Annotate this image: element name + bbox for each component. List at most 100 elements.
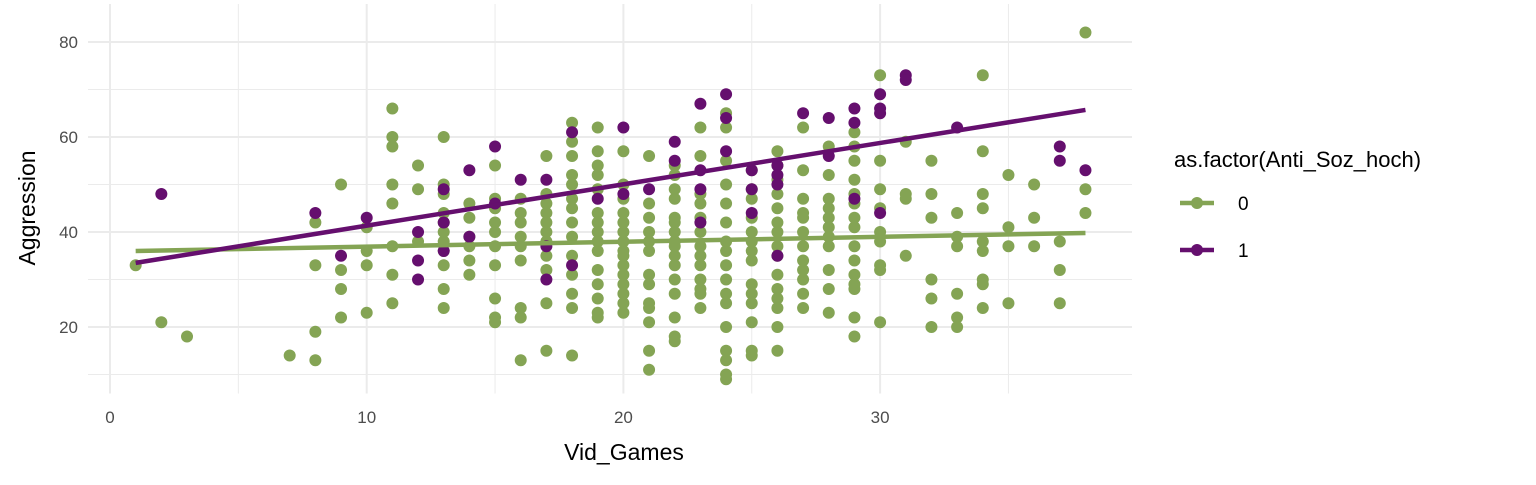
data-point-group-0 <box>848 240 861 253</box>
x-tick-label: 0 <box>105 408 114 427</box>
data-point-group-0 <box>566 230 579 243</box>
data-point-group-1 <box>591 192 604 205</box>
data-point-group-0 <box>797 287 810 300</box>
data-point-group-0 <box>540 264 553 276</box>
data-point-group-0 <box>668 226 681 238</box>
data-point-group-0 <box>617 259 630 272</box>
data-point-group-0 <box>771 216 784 229</box>
data-point-group-0 <box>643 363 656 376</box>
data-point-group-0 <box>437 302 450 314</box>
data-point-group-0 <box>925 273 938 286</box>
data-point-group-0 <box>489 316 502 329</box>
data-point-group-0 <box>771 145 784 158</box>
data-point-group-0 <box>309 216 322 229</box>
data-point-group-0 <box>771 226 784 238</box>
data-point-group-0 <box>668 287 681 300</box>
data-point-group-0 <box>951 311 964 324</box>
data-point-group-1 <box>874 88 887 101</box>
data-point-group-0 <box>694 287 707 300</box>
data-point-group-0 <box>745 254 758 267</box>
data-point-group-1 <box>360 211 373 224</box>
data-point-group-0 <box>335 178 348 191</box>
data-point-group-0 <box>309 259 322 272</box>
data-point-group-0 <box>925 188 938 200</box>
data-point-group-0 <box>412 159 425 172</box>
data-point-group-1 <box>412 226 425 238</box>
data-point-group-0 <box>694 273 707 286</box>
data-point-group-0 <box>848 154 861 167</box>
data-point-group-0 <box>976 302 989 314</box>
data-point-group-0 <box>643 302 656 314</box>
data-point-group-0 <box>335 311 348 324</box>
data-point-group-0 <box>848 126 861 139</box>
fit-lines <box>135 107 1086 266</box>
data-point-group-0 <box>514 230 527 243</box>
data-point-group-1 <box>1053 154 1066 167</box>
data-point-group-0 <box>591 311 604 324</box>
data-point-group-0 <box>591 226 604 238</box>
data-point-group-0 <box>360 306 373 319</box>
data-point-group-0 <box>566 249 579 262</box>
data-point-group-0 <box>848 283 861 295</box>
data-point-group-0 <box>566 135 579 148</box>
legend-key-dot <box>1191 197 1203 209</box>
data-point-group-0 <box>771 321 784 333</box>
data-point-group-0 <box>822 211 835 224</box>
data-point-group-0 <box>899 192 912 205</box>
data-point-group-0 <box>951 240 964 253</box>
data-point-group-0 <box>694 226 707 238</box>
data-point-group-1 <box>463 164 476 177</box>
x-axis-title: Vid_Games <box>564 439 684 465</box>
data-point-group-0 <box>591 169 604 181</box>
data-point-group-1 <box>437 245 450 257</box>
data-point-group-1 <box>463 230 476 243</box>
data-point-group-0 <box>617 207 630 219</box>
data-point-group-0 <box>848 254 861 267</box>
data-point-group-0 <box>591 159 604 172</box>
data-point-group-1 <box>155 188 168 200</box>
data-point-group-0 <box>1053 235 1066 248</box>
data-point-group-0 <box>617 145 630 158</box>
data-point-group-1 <box>309 207 322 219</box>
data-point-group-0 <box>591 264 604 276</box>
data-point-group-0 <box>566 268 579 281</box>
data-point-group-0 <box>694 121 707 134</box>
data-point-group-0 <box>745 287 758 300</box>
data-point-group-0 <box>720 197 733 210</box>
data-point-group-0 <box>514 302 527 314</box>
data-point-group-0 <box>874 154 887 167</box>
data-point-group-0 <box>617 278 630 291</box>
data-point-group-0 <box>643 278 656 291</box>
data-point-group-0 <box>797 211 810 224</box>
data-point-group-0 <box>925 292 938 305</box>
data-point-group-0 <box>437 131 450 143</box>
data-point-group-0 <box>668 240 681 253</box>
data-point-group-0 <box>540 249 553 262</box>
data-point-group-0 <box>720 373 733 386</box>
data-point-group-0 <box>668 249 681 262</box>
data-point-group-0 <box>848 268 861 281</box>
data-point-group-0 <box>181 330 194 343</box>
data-point-group-1 <box>617 188 630 200</box>
y-tick-label: 80 <box>59 33 78 52</box>
data-point-group-0 <box>951 287 964 300</box>
data-point-group-1 <box>848 102 861 115</box>
data-point-group-1 <box>643 183 656 196</box>
data-point-group-0 <box>976 188 989 200</box>
data-point-group-0 <box>489 259 502 272</box>
data-point-group-0 <box>566 202 579 215</box>
data-point-group-0 <box>771 268 784 281</box>
data-point-group-0 <box>566 178 579 191</box>
data-point-group-1 <box>335 249 348 262</box>
data-point-group-0 <box>643 245 656 257</box>
data-point-group-0 <box>848 221 861 234</box>
data-point-group-0 <box>643 197 656 210</box>
data-point-group-0 <box>822 264 835 276</box>
data-point-group-1 <box>874 207 887 219</box>
data-point-group-0 <box>566 116 579 129</box>
data-point-group-0 <box>874 264 887 276</box>
data-point-group-1 <box>745 207 758 219</box>
data-point-group-0 <box>771 283 784 295</box>
data-point-group-0 <box>591 245 604 257</box>
data-point-group-0 <box>771 188 784 200</box>
